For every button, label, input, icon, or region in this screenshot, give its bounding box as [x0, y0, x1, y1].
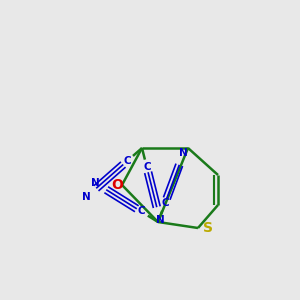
Text: O: O [111, 178, 123, 192]
Text: N: N [179, 148, 188, 158]
Text: S: S [203, 221, 213, 235]
Text: N: N [82, 192, 91, 202]
Text: C: C [123, 156, 131, 166]
Text: N: N [156, 215, 164, 225]
Text: C: C [137, 206, 145, 216]
Text: N: N [91, 178, 100, 188]
Text: C: C [143, 162, 151, 172]
Text: C: C [161, 198, 169, 208]
